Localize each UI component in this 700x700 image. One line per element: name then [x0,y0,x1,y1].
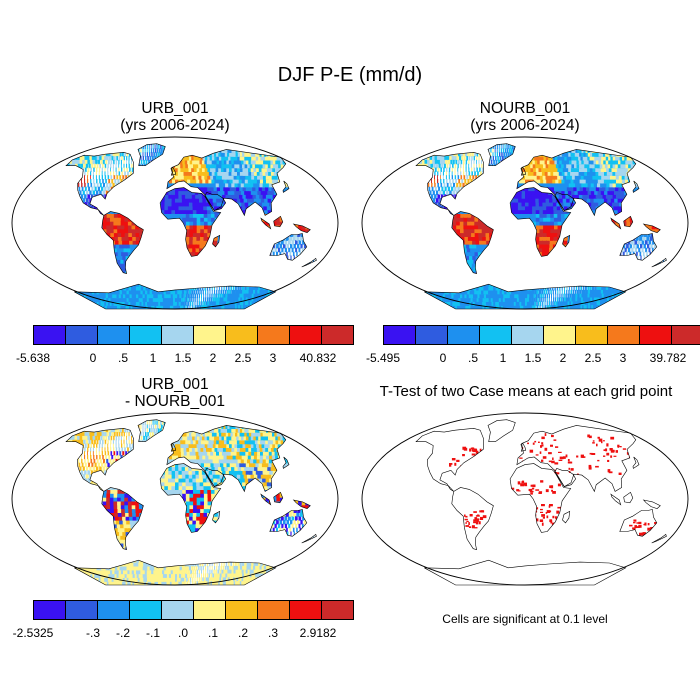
significance-footnote: Cells are significant at 0.1 level [442,612,608,626]
panel-title-nourb: NOURB_001 (yrs 2006-2024) [360,100,690,134]
colorbar-boxes [33,325,354,345]
colorbar-box [447,325,480,345]
colorbar-box [415,325,448,345]
colorbar-box [289,325,322,345]
colorbar-box [321,600,354,620]
colorbar-box [321,325,354,345]
colorbar-box [161,600,194,620]
panel-title-ttest-line1: T-Test of two Case means at each grid po… [379,383,673,400]
colorbar-box [225,325,258,345]
colorbar-box [33,325,66,345]
colorbar-label: -.1 [145,626,161,640]
panel-title-nourb-line1: NOURB_001 [479,100,571,117]
colorbar-diff: -2.5325 -.3 -.2 -.1 .0 .1 .2 .3 2.9182 [13,600,354,640]
map-nourb [361,136,689,310]
colorbar-box [97,600,130,620]
colorbar-label: 0 [89,351,97,365]
colorbar-label: .1 [207,626,219,640]
colorbar-box [193,600,226,620]
panel-title-urb: URB_001 (yrs 2006-2024) [10,100,340,134]
map-ttest [361,412,689,586]
colorbar-urb: -5.638 0 .5 1 1.5 2 2.5 3 40.832 [16,325,354,365]
panel-title-ttest: T-Test of two Case means at each grid po… [352,383,700,400]
colorbar-box [97,325,130,345]
colorbar-nourb: -5.495 0 .5 1 1.5 2 2.5 3 39.782 [366,325,700,365]
colorbar-label: -2.5325 [12,626,54,640]
map-urb [11,136,339,310]
colorbar-label: -.3 [85,626,101,640]
colorbar-box [671,325,700,345]
figure-title: DJF P-E (mm/d) [277,64,423,86]
colorbar-box [129,325,162,345]
colorbar-label: 2 [559,351,567,365]
panel-title-diff-line1: URB_001 [141,376,209,393]
colorbar-label: 2 [209,351,217,365]
colorbar-box [257,325,290,345]
colorbar-label: 3 [619,351,627,365]
colorbar-label: 0 [439,351,447,365]
colorbar-boxes [383,325,700,345]
colorbar-label: .0 [177,626,189,640]
colorbar-label: -5.638 [15,351,51,365]
colorbar-box [639,325,672,345]
colorbar-box [225,600,258,620]
colorbar-label: 39.782 [649,351,687,365]
colorbar-label: 2.5 [584,351,602,365]
colorbar-label: 3 [269,351,277,365]
colorbar-box [193,325,226,345]
colorbar-box [511,325,544,345]
colorbar-box [607,325,640,345]
panel-title-urb-line1: URB_001 [141,100,209,117]
colorbar-label: 2.9182 [299,626,337,640]
colorbar-label: 40.832 [299,351,337,365]
colorbar-box [383,325,416,345]
colorbar-label: 2.5 [234,351,252,365]
colorbar-box [129,600,162,620]
colorbar-box [65,325,98,345]
colorbar-label: 1.5 [174,351,192,365]
colorbar-box [257,600,290,620]
colorbar-box [543,325,576,345]
colorbar-box [289,600,322,620]
panel-title-diff: URB_001 - NOURB_001 [10,376,340,410]
colorbar-box [65,600,98,620]
panel-title-diff-line2: - NOURB_001 [125,393,225,410]
map-diff [11,412,339,586]
colorbar-label: 1 [499,351,507,365]
panel-title-nourb-line2: (yrs 2006-2024) [470,117,580,134]
colorbar-label: .2 [237,626,249,640]
colorbar-label: -.2 [115,626,131,640]
colorbar-box [33,600,66,620]
colorbar-box [479,325,512,345]
colorbar-label: -5.495 [365,351,401,365]
panel-title-urb-line2: (yrs 2006-2024) [120,117,230,134]
colorbar-label: .3 [267,626,279,640]
colorbar-box [575,325,608,345]
colorbar-label: 1 [149,351,157,365]
colorbar-label: .5 [467,351,479,365]
colorbar-boxes [33,600,354,620]
colorbar-label: .5 [117,351,129,365]
colorbar-label: 1.5 [524,351,542,365]
colorbar-box [161,325,194,345]
